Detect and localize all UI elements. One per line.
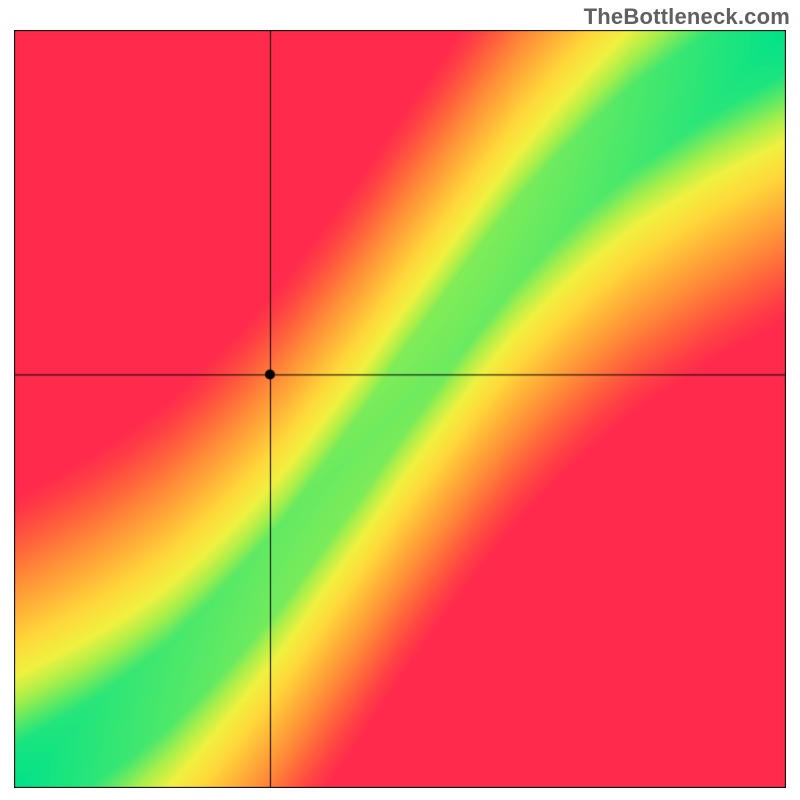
watermark-text: TheBottleneck.com <box>584 4 790 30</box>
bottleneck-heatmap <box>14 30 786 788</box>
